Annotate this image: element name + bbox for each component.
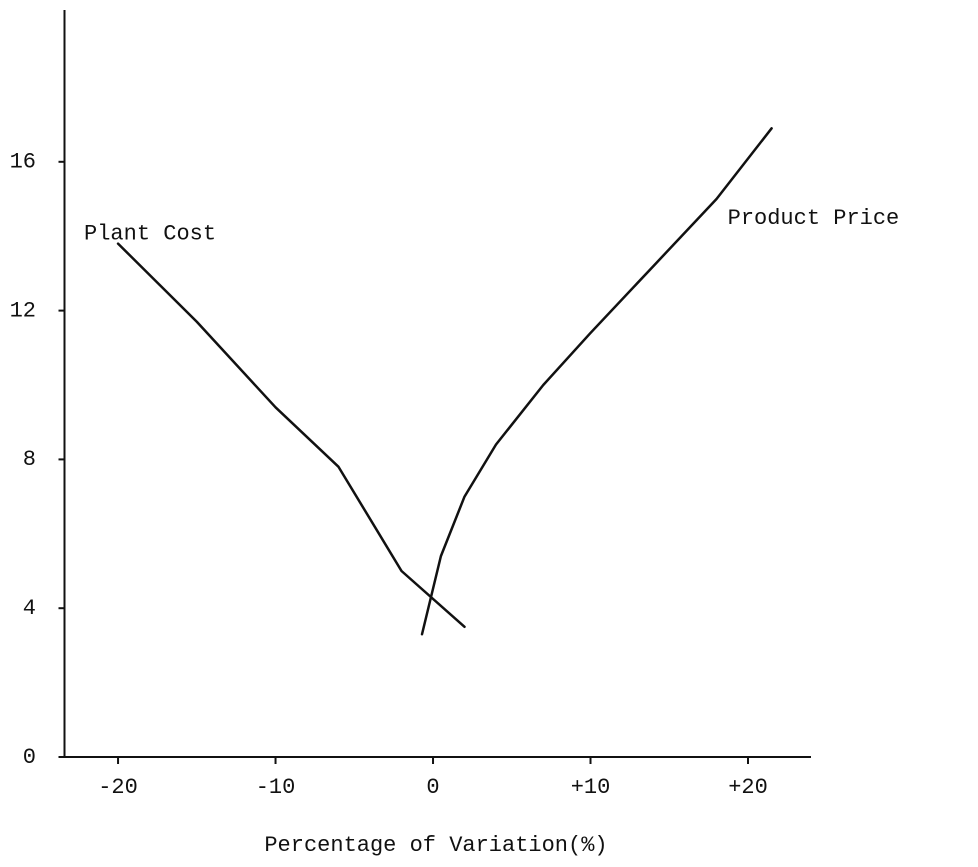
x-tick-label: +10 [571,775,611,800]
y-tick-label: 12 [10,298,36,323]
x-tick-label: -10 [256,775,296,800]
x-tick-label: +20 [728,775,768,800]
series-line [116,242,466,629]
x-axis-label: Percentage of Variation(%) [264,833,607,858]
y-tick-label: 8 [23,447,36,472]
y-tick-label: 0 [23,745,36,770]
y-tick-label: 16 [10,150,36,175]
x-tick-label: -20 [98,775,138,800]
x-tick-label: 0 [426,775,439,800]
series-label: Plant Cost [84,221,216,246]
series-line [420,127,773,636]
series-label: Product Price [728,206,900,231]
y-tick-label: 4 [23,596,36,621]
